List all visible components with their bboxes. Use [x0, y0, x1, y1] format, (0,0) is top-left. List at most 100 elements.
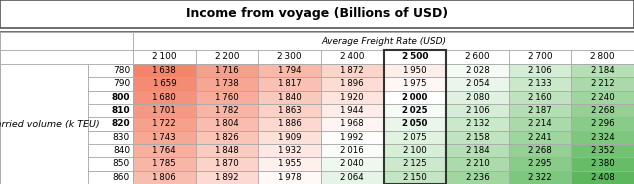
Bar — [88, 144, 133, 157]
Text: 1 794: 1 794 — [278, 66, 301, 75]
Bar — [508, 131, 571, 144]
Bar — [571, 50, 634, 64]
Text: 1 638: 1 638 — [152, 66, 176, 75]
Bar — [88, 91, 133, 104]
Text: 2 380: 2 380 — [591, 160, 614, 169]
Bar — [384, 50, 446, 184]
Text: 2 106: 2 106 — [528, 66, 552, 75]
Bar — [258, 50, 321, 64]
Bar — [196, 64, 258, 77]
Text: 2 000: 2 000 — [402, 93, 427, 102]
Bar — [446, 157, 508, 171]
Bar — [258, 171, 321, 184]
Text: 2 016: 2 016 — [340, 146, 364, 155]
Bar — [508, 144, 571, 157]
Bar — [321, 91, 384, 104]
Bar — [133, 64, 196, 77]
Bar — [88, 117, 133, 131]
Text: 2 324: 2 324 — [591, 133, 614, 142]
Text: 2 125: 2 125 — [403, 160, 427, 169]
Text: 2 210: 2 210 — [465, 160, 489, 169]
Text: 2 025: 2 025 — [402, 106, 427, 115]
Text: Average Freight Rate (USD): Average Freight Rate (USD) — [321, 36, 446, 45]
Bar — [384, 157, 446, 171]
Bar — [258, 77, 321, 91]
Text: 780: 780 — [113, 66, 130, 75]
Bar — [321, 50, 384, 64]
Text: 2 240: 2 240 — [591, 93, 614, 102]
Bar — [321, 64, 384, 77]
Bar — [196, 171, 258, 184]
Text: 2 322: 2 322 — [528, 173, 552, 182]
Text: 1 863: 1 863 — [278, 106, 301, 115]
Text: 2 200: 2 200 — [215, 52, 239, 61]
Text: 2 700: 2 700 — [527, 52, 552, 61]
Text: 2 150: 2 150 — [403, 173, 427, 182]
Bar — [321, 171, 384, 184]
Bar — [133, 117, 196, 131]
Bar — [196, 117, 258, 131]
Bar — [133, 144, 196, 157]
Bar — [133, 50, 196, 64]
Bar — [258, 144, 321, 157]
Text: 2 300: 2 300 — [277, 52, 302, 61]
Text: 820: 820 — [112, 119, 130, 128]
Bar — [133, 32, 634, 50]
Text: 1 955: 1 955 — [278, 160, 301, 169]
Bar — [384, 64, 446, 77]
Text: 1 659: 1 659 — [153, 79, 176, 89]
Bar — [196, 131, 258, 144]
Bar — [133, 91, 196, 104]
Bar — [321, 144, 384, 157]
Text: 2 064: 2 064 — [340, 173, 364, 182]
Text: 1 806: 1 806 — [152, 173, 176, 182]
Text: 790: 790 — [113, 79, 130, 89]
Text: 2 241: 2 241 — [528, 133, 552, 142]
Bar — [508, 117, 571, 131]
Text: 2 408: 2 408 — [591, 173, 614, 182]
Bar — [384, 171, 446, 184]
Text: 2 040: 2 040 — [340, 160, 364, 169]
Text: 1 738: 1 738 — [215, 79, 239, 89]
Text: 2 100: 2 100 — [152, 52, 177, 61]
Text: 1 920: 1 920 — [340, 93, 364, 102]
Bar — [571, 117, 634, 131]
Bar — [571, 171, 634, 184]
Text: 2 296: 2 296 — [591, 119, 614, 128]
Text: 2 187: 2 187 — [528, 106, 552, 115]
Text: 1 701: 1 701 — [152, 106, 176, 115]
Text: 2 352: 2 352 — [591, 146, 614, 155]
Bar — [571, 131, 634, 144]
Bar — [571, 91, 634, 104]
Text: 1 785: 1 785 — [152, 160, 176, 169]
Bar — [88, 64, 133, 77]
Bar — [384, 104, 446, 117]
Bar — [88, 157, 133, 171]
Text: Income from voyage (Billions of USD): Income from voyage (Billions of USD) — [186, 8, 448, 20]
Bar — [321, 117, 384, 131]
Text: 1 944: 1 944 — [340, 106, 364, 115]
Bar — [446, 91, 508, 104]
Bar — [88, 131, 133, 144]
Text: 2 050: 2 050 — [402, 119, 427, 128]
Bar — [133, 171, 196, 184]
Bar — [384, 117, 446, 131]
Text: 1 896: 1 896 — [340, 79, 364, 89]
Bar — [571, 77, 634, 91]
Text: 1 840: 1 840 — [278, 93, 301, 102]
Bar — [258, 117, 321, 131]
Bar — [133, 77, 196, 91]
Bar — [196, 77, 258, 91]
Bar — [0, 64, 88, 184]
Bar — [258, 64, 321, 77]
Text: 1 975: 1 975 — [403, 79, 427, 89]
Text: 850: 850 — [113, 160, 130, 169]
Text: 1 764: 1 764 — [152, 146, 176, 155]
Bar — [384, 50, 446, 64]
Bar — [0, 32, 133, 50]
Bar — [571, 104, 634, 117]
Text: 2 214: 2 214 — [528, 119, 552, 128]
Bar — [258, 131, 321, 144]
Text: 810: 810 — [112, 106, 130, 115]
Text: 2 600: 2 600 — [465, 52, 489, 61]
